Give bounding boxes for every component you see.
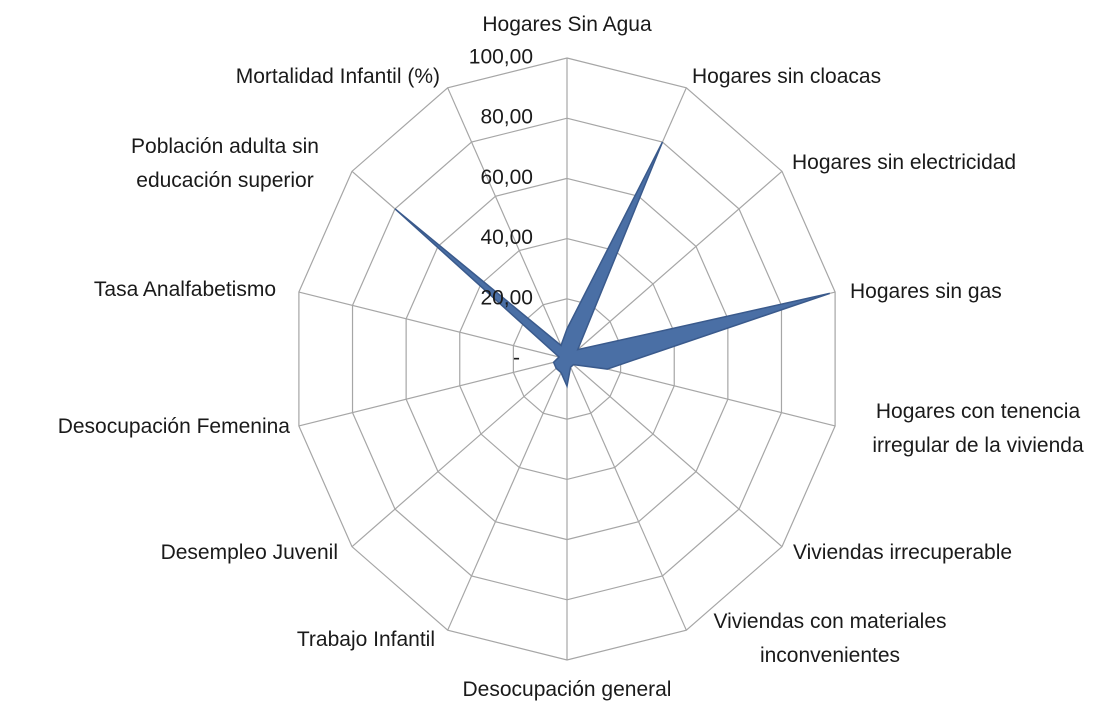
category-label: Tasa Analfabetismo [93,278,276,301]
y-tick-label: - [513,347,520,370]
category-label: Trabajo Infantil [296,628,435,651]
spoke [447,87,568,360]
spoke [566,358,687,631]
category-label-box: Mortalidad Infantil (%) [235,65,440,88]
y-tick-label: 20,00 [480,286,533,309]
spoke [566,358,783,548]
category-label-box: Hogares sin cloacas [692,65,882,88]
category-label: Hogares Sin Agua [482,13,652,36]
category-label: Desocupación Femenina [57,415,290,438]
category-label-box: Viviendas con materiales inconvenientes [713,610,947,667]
category-label-box: Desempleo Juvenil [160,541,338,564]
category-label: Hogares con tenencia irregular de la viv… [872,400,1084,457]
category-label: Viviendas con materiales inconvenientes [713,610,947,667]
y-tick-label: 80,00 [480,106,533,129]
category-label-box: Desocupación Femenina [57,415,290,438]
category-label-box: Tasa Analfabetismo [93,278,276,301]
category-label-box: Hogares sin gas [850,280,1002,303]
category-label-box: Hogares con tenencia irregular de la viv… [872,400,1084,457]
y-tick-label: 100,00 [469,46,533,69]
category-label-box: Hogares sin electricidad [792,151,1017,174]
category-label: Hogares sin electricidad [792,151,1017,174]
category-label: Hogares sin cloacas [692,65,882,88]
spoke [566,170,783,360]
category-label-box: Hogares Sin Agua [482,13,652,36]
category-label: Hogares sin gas [850,280,1002,303]
y-tick-label: 40,00 [480,226,533,249]
category-label-box: Población adulta sin educación superior [131,135,319,192]
y-tick-label: 60,00 [480,166,533,189]
category-label-box: Viviendas irrecuperable [793,541,1013,564]
category-label: Desocupación general [462,678,672,701]
spoke [298,358,568,427]
spoke [351,358,568,548]
category-label-box: Trabajo Infantil [296,628,435,651]
category-label: Viviendas irrecuperable [793,541,1013,564]
category-label-box: Desocupación general [462,678,672,701]
spoke [566,358,836,427]
spoke [298,291,568,360]
spoke [447,358,568,631]
category-label: Población adulta sin educación superior [131,135,319,192]
data-area [394,141,830,389]
category-label: Desempleo Juvenil [160,541,338,564]
category-label: Mortalidad Infantil (%) [235,65,440,88]
